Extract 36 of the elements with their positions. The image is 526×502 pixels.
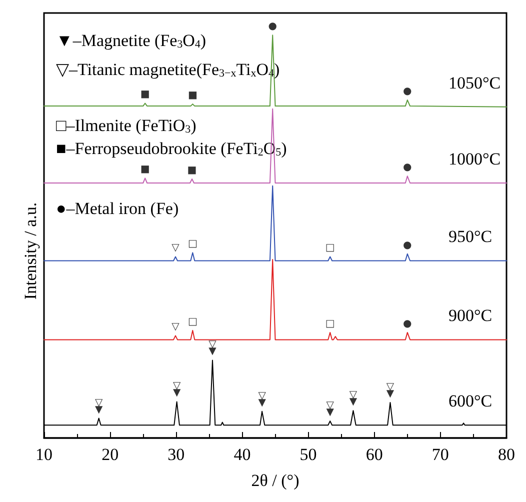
- x-tick-label: 50: [300, 445, 317, 464]
- annotation: □: [325, 318, 335, 330]
- series-label: 600°C: [448, 392, 492, 411]
- annotation: ▼: [349, 396, 358, 408]
- series-label: 1000°C: [448, 150, 501, 168]
- annotation: □: [188, 316, 198, 328]
- x-tick-label: 30: [168, 445, 185, 464]
- annotation: ▼: [172, 388, 181, 399]
- annotation: □: [325, 242, 335, 254]
- annotation: ■: [140, 89, 150, 100]
- annotation: ▽: [172, 322, 180, 333]
- x-tick-label: 10: [36, 445, 52, 464]
- annotation: ●: [403, 240, 412, 251]
- annotation: □: [188, 238, 198, 250]
- annotation: ▼: [386, 388, 394, 400]
- x-tick-label: 40: [234, 445, 251, 464]
- annotation: ●–Metal iron (Fe): [56, 199, 179, 218]
- x-tick-label: 20: [102, 445, 119, 464]
- x-tick-label: 70: [432, 445, 449, 464]
- x-tick-label: 60: [366, 445, 383, 464]
- annotation: ●: [403, 162, 412, 174]
- series-label: 1050°C: [448, 73, 501, 92]
- annotation: ●: [268, 21, 278, 32]
- x-tick-label: 80: [498, 445, 515, 464]
- annotation: ▼: [326, 407, 334, 418]
- annotation: ■: [188, 90, 198, 102]
- annotation: ■: [140, 164, 150, 176]
- series-label: 900°C: [448, 306, 492, 326]
- annotation: ▼: [208, 346, 217, 358]
- series-label: 950°C: [448, 227, 492, 246]
- annotation: ■: [187, 164, 197, 176]
- annotation: ▽: [172, 242, 180, 254]
- annotation: ●: [403, 318, 412, 330]
- annotation: ●: [403, 86, 412, 98]
- x-axis-title: 2θ / (°): [251, 471, 300, 490]
- y-axis-title: Intensity / a.u.: [21, 202, 40, 300]
